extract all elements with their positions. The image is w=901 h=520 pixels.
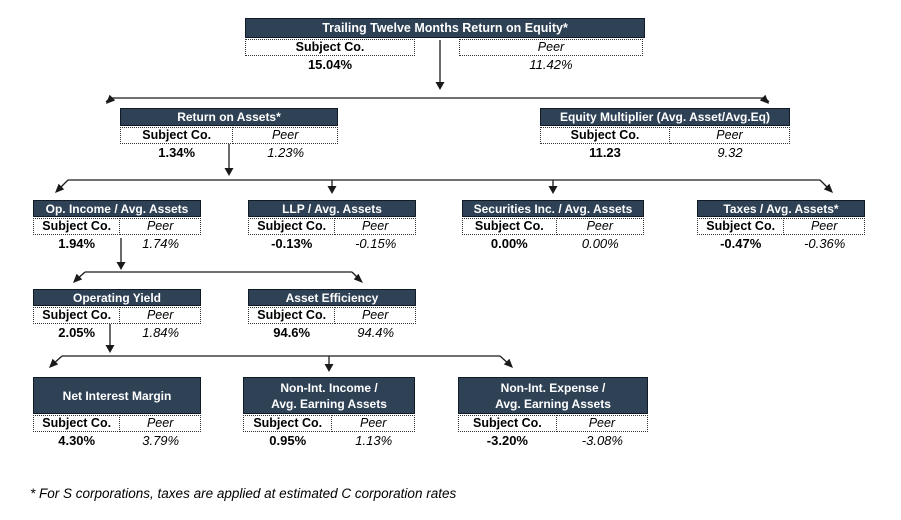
- peer-value: 1.23%: [267, 145, 305, 160]
- peer-label: Peer: [335, 218, 416, 235]
- node-op-income: Op. Income / Avg. Assets Subject Co. Pee…: [33, 200, 201, 252]
- peer-value: 0.00%: [581, 236, 619, 251]
- title-line-2: Avg. Earning Assets: [271, 396, 387, 411]
- peer-label: Peer: [459, 39, 643, 56]
- peer-label: Peer: [120, 307, 201, 324]
- peer-label: Peer: [332, 415, 415, 432]
- subject-value: 2.05%: [58, 325, 96, 340]
- subject-co-label: Subject Co.: [120, 127, 234, 144]
- peer-value: -3.08%: [581, 433, 623, 448]
- subject-co-label: Subject Co.: [458, 415, 557, 432]
- connector-opyield-down: [105, 324, 115, 353]
- subject-value: 0.00%: [490, 236, 528, 251]
- node-non-int-expense: Non-Int. Expense / Avg. Earning Assets S…: [458, 377, 648, 449]
- node-llp: LLP / Avg. Assets Subject Co. Peer -0.13…: [248, 200, 416, 252]
- node-taxes: Taxes / Avg. Assets* Subject Co. Peer -0…: [697, 200, 865, 252]
- node-return-on-assets: Return on Assets* Subject Co. Peer 1.34%…: [120, 108, 338, 161]
- peer-label: Peer: [556, 415, 648, 432]
- node-nim-title: Net Interest Margin: [33, 377, 201, 414]
- connector-level4-split: [73, 271, 363, 283]
- node-net-interest-margin: Net Interest Margin Subject Co. Peer 4.3…: [33, 377, 201, 449]
- subject-value: 15.04%: [307, 57, 353, 72]
- peer-value: -0.36%: [804, 236, 846, 251]
- node-llp-title: LLP / Avg. Assets: [248, 200, 416, 217]
- connector-opincome-down: [116, 238, 126, 270]
- peer-value: 94.4%: [357, 325, 395, 340]
- node-non-int-income-title: Non-Int. Income / Avg. Earning Assets: [243, 377, 415, 414]
- title-line-1: Non-Int. Income /: [280, 380, 378, 395]
- node-nim-title-text: Net Interest Margin: [62, 388, 172, 403]
- peer-label: Peer: [670, 127, 790, 144]
- peer-value: 9.32: [717, 145, 743, 160]
- title-line-1: Non-Int. Expense /: [500, 380, 606, 395]
- peer-label: Peer: [784, 218, 865, 235]
- node-non-int-expense-title: Non-Int. Expense / Avg. Earning Assets: [458, 377, 648, 414]
- connector-roa-down: [224, 143, 234, 176]
- title-line-2: Avg. Earning Assets: [495, 396, 611, 411]
- peer-label: Peer: [335, 307, 416, 324]
- connector-roe-down: [435, 40, 445, 90]
- subject-value: -0.13%: [271, 236, 313, 251]
- node-non-int-income: Non-Int. Income / Avg. Earning Assets Su…: [243, 377, 415, 449]
- node-securities-income: Securities Inc. / Avg. Assets Subject Co…: [462, 200, 644, 252]
- subject-co-label: Subject Co.: [540, 127, 670, 144]
- peer-value: -0.15%: [355, 236, 397, 251]
- peer-value: 1.74%: [142, 236, 180, 251]
- subject-co-label: Subject Co.: [33, 307, 121, 324]
- node-taxes-title: Taxes / Avg. Assets*: [697, 200, 865, 217]
- subject-value: 1.94%: [58, 236, 96, 251]
- subject-co-label: Subject Co.: [33, 218, 121, 235]
- connector-level5-split: [49, 355, 513, 372]
- subject-co-label: Subject Co.: [248, 218, 336, 235]
- connector-level3-split: [55, 179, 833, 194]
- footnote: * For S corporations, taxes are applied …: [30, 486, 457, 501]
- node-asset-efficiency: Asset Efficiency Subject Co. Peer 94.6% …: [248, 289, 416, 341]
- subject-value: 11.23: [589, 145, 621, 160]
- node-roe: Trailing Twelve Months Return on Equity*…: [245, 18, 645, 73]
- peer-label: Peer: [120, 218, 201, 235]
- subject-value: 1.34%: [158, 145, 196, 160]
- node-equity-multiplier-title: Equity Multiplier (Avg. Asset/Avg.Eq): [540, 108, 790, 126]
- node-op-income-title: Op. Income / Avg. Assets: [33, 200, 201, 217]
- subject-co-label: Subject Co.: [248, 307, 336, 324]
- node-operating-yield-title: Operating Yield: [33, 289, 201, 306]
- subject-co-label: Subject Co.: [33, 415, 121, 432]
- subject-value: 0.95%: [269, 433, 307, 448]
- subject-value: 4.30%: [58, 433, 96, 448]
- node-roe-title: Trailing Twelve Months Return on Equity*: [245, 18, 645, 38]
- subject-value: -3.20%: [486, 433, 528, 448]
- connector-level2-split: [105, 94, 770, 104]
- subject-value: 94.6%: [273, 325, 311, 340]
- subject-co-label: Subject Co.: [462, 218, 557, 235]
- peer-value: 1.84%: [142, 325, 180, 340]
- node-asset-efficiency-title: Asset Efficiency: [248, 289, 416, 306]
- subject-co-label: Subject Co.: [243, 415, 333, 432]
- peer-label: Peer: [233, 127, 338, 144]
- node-roa-title: Return on Assets*: [120, 108, 338, 126]
- subject-value: -0.47%: [720, 236, 762, 251]
- peer-label: Peer: [556, 218, 644, 235]
- node-securities-title: Securities Inc. / Avg. Assets: [462, 200, 644, 217]
- node-equity-multiplier: Equity Multiplier (Avg. Asset/Avg.Eq) Su…: [540, 108, 790, 161]
- peer-value: 1.13%: [355, 433, 393, 448]
- subject-co-label: Subject Co.: [245, 39, 415, 56]
- peer-value: 11.42%: [529, 57, 573, 72]
- subject-co-label: Subject Co.: [697, 218, 785, 235]
- peer-label: Peer: [120, 415, 201, 432]
- peer-value: 3.79%: [142, 433, 180, 448]
- node-operating-yield: Operating Yield Subject Co. Peer 2.05% 1…: [33, 289, 201, 341]
